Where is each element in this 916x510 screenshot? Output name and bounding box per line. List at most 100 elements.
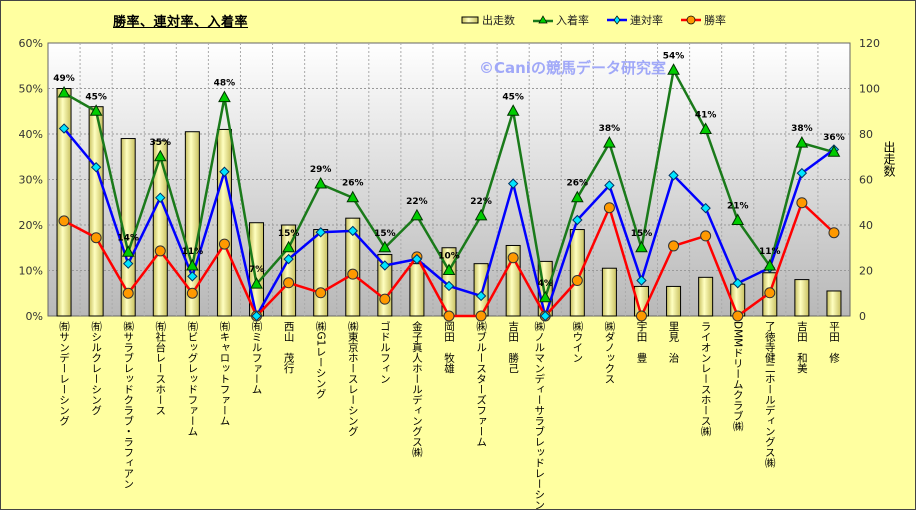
data-label: 41% — [695, 110, 717, 120]
point-win — [347, 268, 359, 280]
point-place — [668, 170, 679, 181]
data-label: 14% — [117, 233, 139, 243]
point-show — [410, 208, 424, 221]
bar-runs — [601, 267, 617, 317]
x-tick-label: ㈲シルクレーシング — [90, 321, 103, 416]
left-tick-label: 20% — [19, 219, 43, 232]
right-tick-label: 80 — [859, 128, 873, 141]
legend-label: 連対率 — [630, 14, 663, 27]
point-show — [442, 263, 456, 275]
x-tick-label: ㈱ダノックス — [603, 321, 616, 384]
watermark: ©Caniの競馬データ研究室 — [479, 59, 666, 77]
circle-marker-icon — [681, 15, 701, 25]
bar-swatch-icon — [461, 16, 479, 24]
point-win — [283, 277, 295, 289]
point-win — [603, 202, 615, 214]
point-place — [155, 192, 166, 203]
point-show — [603, 136, 616, 148]
point-place — [315, 227, 326, 238]
point-place — [122, 258, 134, 269]
bar-runs — [569, 229, 585, 317]
point-win — [186, 287, 198, 299]
data-label: 38% — [791, 124, 813, 134]
left-tick-label: 10% — [19, 265, 43, 278]
x-tick-label: ㈲ビッグレッドファーム — [186, 321, 199, 437]
left-tick-label: 50% — [19, 83, 43, 96]
bar-runs — [794, 279, 810, 317]
point-win — [796, 197, 808, 209]
data-label: 15% — [374, 229, 396, 239]
x-tick-label: ㈱ブルースターズファーム — [475, 321, 488, 447]
legend-label: 入着率 — [556, 14, 589, 27]
x-tick-label: ライオンレースホース㈱ — [699, 321, 712, 437]
point-win — [635, 310, 647, 322]
point-show — [314, 177, 328, 189]
data-label: 29% — [310, 165, 332, 175]
point-win — [571, 275, 583, 287]
legend-label: 勝率 — [704, 14, 726, 27]
point-place — [540, 310, 551, 322]
point-win — [475, 310, 487, 322]
point-show — [795, 136, 809, 148]
point-show — [282, 240, 295, 253]
point-place — [283, 253, 294, 265]
point-place — [379, 260, 391, 271]
data-label: 45% — [502, 92, 524, 102]
data-label: 49% — [53, 74, 75, 84]
legend-item-show: 入着率 — [533, 12, 589, 28]
point-win — [218, 238, 230, 250]
point-show — [121, 245, 135, 257]
point-place — [636, 275, 647, 286]
bar-runs — [666, 285, 682, 317]
point-win — [507, 252, 519, 264]
point-win — [315, 287, 327, 299]
legend-item-win: 勝率 — [681, 12, 726, 28]
x-tick-label: DMMドリームクラブ㈱ — [731, 321, 744, 432]
legend-item-place: 連対率 — [607, 12, 663, 28]
data-label: 54% — [663, 51, 685, 61]
point-show — [378, 240, 392, 253]
data-label: 10% — [438, 252, 460, 262]
left-tick-label: 0% — [26, 310, 43, 323]
right-tick-label: 120 — [859, 37, 880, 50]
point-place — [251, 310, 262, 322]
x-tick-label: 了徳寺健二ホールディングス㈱ — [763, 321, 776, 468]
point-win — [732, 310, 744, 322]
data-label: 26% — [567, 179, 589, 189]
point-win — [90, 232, 102, 244]
bar-runs — [216, 128, 232, 317]
point-win — [668, 240, 680, 252]
right-tick-label: 20 — [859, 265, 873, 278]
point-show — [346, 190, 360, 203]
right-tick-label: 100 — [859, 83, 880, 96]
point-place — [700, 202, 711, 214]
x-tick-label: 平田 修 — [827, 321, 840, 363]
data-label: 7% — [249, 265, 264, 275]
x-tick-label: ㈲社台レースホース — [154, 321, 167, 416]
data-label: 11% — [759, 247, 781, 257]
bar-runs — [56, 88, 72, 317]
point-show — [57, 86, 71, 98]
point-win — [379, 293, 391, 305]
point-place — [187, 271, 198, 282]
point-win — [443, 310, 455, 322]
point-show — [250, 277, 263, 289]
point-place — [443, 280, 455, 292]
bar-runs — [698, 276, 714, 317]
x-tick-label: ㈱ウイン — [571, 321, 584, 363]
left-tick-label: 40% — [19, 128, 43, 141]
point-place — [604, 180, 615, 191]
point-place — [507, 178, 519, 189]
point-place — [732, 278, 743, 289]
data-label: 15% — [631, 229, 653, 239]
x-tick-label: ㈱ノルマンディーサラブレッドレーシング — [533, 321, 546, 510]
point-place — [572, 214, 583, 226]
right-tick-label: 60 — [859, 174, 873, 187]
legend-label: 出走数 — [482, 14, 515, 27]
x-tick-label: 里見 治 — [667, 321, 680, 363]
point-show — [667, 63, 680, 75]
data-label: 15% — [278, 229, 300, 239]
point-win — [700, 230, 712, 242]
